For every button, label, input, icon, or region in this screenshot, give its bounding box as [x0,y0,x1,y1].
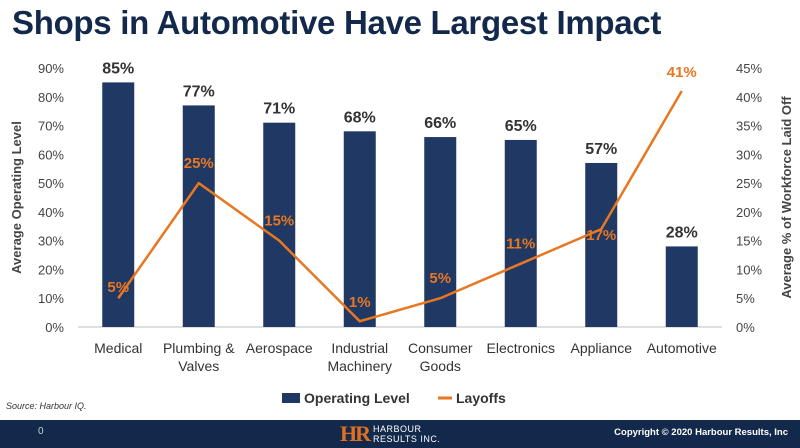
y-tick-label: 0% [45,320,64,335]
logo-mark: HR [340,421,371,446]
x-tick-label: Aerospace [246,340,313,356]
bar-data-label: 66% [424,115,456,132]
x-tick-label: Consumer [408,340,473,356]
x-tick-label: Electronics [487,340,555,356]
chart-axes: 0% 10% 20% 30% 40% 50% 60% 70% 80% 90% 0% 5% 10% 15% 2… [9,61,794,374]
logo-line-1: HARBOUR [373,424,422,434]
bar-series [102,82,698,328]
y2-tick-label: 5% [736,291,755,306]
data-labels: 85% 77% 71% 68% 66% 65% 57% 28% 5% 25% 15% 1% 5% 11% 1… [102,60,698,311]
logo-line-2: RESULTS INC. [373,434,441,444]
bar-data-label: 28% [666,224,698,241]
bar-data-label: 65% [505,118,537,135]
line-data-label: 5% [107,279,129,296]
bar [182,105,215,328]
y-axis-title: Average Operating Level [9,121,24,274]
x-tick-label: Automotive [647,340,717,356]
y2-tick-label: 10% [736,262,762,277]
bar [263,122,296,327]
bar-data-label: 57% [585,141,617,158]
y-tick-label: 40% [38,205,64,220]
combo-chart: 0% 10% 20% 30% 40% 50% 60% 70% 80% 90% 0% 5% 10% 15% 2… [9,60,794,406]
y-tick-label: 20% [38,262,64,277]
x-tick-label: Machinery [327,358,392,374]
legend-label-layoffs: Layoffs [456,390,506,406]
bar-data-label: 85% [102,60,134,77]
y-tick-label: 60% [38,147,64,162]
legend-label-operating-level: Operating Level [304,390,410,406]
bar-data-label: 68% [344,109,376,126]
page-title: Shops in Automotive Have Largest Impact [12,4,662,41]
x-tick-label: Industrial [331,340,388,356]
x-tick-label: Goods [420,358,461,374]
y-tick-label: 70% [38,119,64,134]
footer-bar: 0 HR HARBOUR RESULTS INC. Copyright © 20… [0,420,800,448]
company-logo: HR HARBOUR RESULTS INC. [340,421,440,447]
layoffs-line [117,90,683,323]
line-data-label: 11% [506,236,535,253]
y-tick-label: 90% [38,61,64,76]
x-tick-label: Plumbing & [163,340,235,356]
line-data-label: 5% [429,270,451,287]
x-tick-label: Medical [94,340,142,356]
line-data-label: 25% [184,155,214,172]
line-data-label: 41% [667,64,697,81]
y2-tick-label: 45% [736,61,762,76]
y-tick-label: 80% [38,90,64,105]
line-data-label: 1% [349,294,371,311]
line-data-label: 17% [586,227,616,244]
y2-tick-label: 0% [736,320,755,335]
x-tick-label: Appliance [571,340,633,356]
y-tick-label: 30% [38,234,64,249]
bar [665,246,698,327]
y-tick-label: 10% [38,291,64,306]
copyright-text: Copyright © 2020 Harbour Results, Inc [614,427,788,438]
y2-axis-title: Average % of Workforce Laid Off [779,96,794,299]
line-data-label: 15% [264,213,294,230]
y2-tick-label: 40% [736,90,762,105]
y-tick-label: 50% [38,176,64,191]
bar [504,139,537,327]
legend-swatch-operating-level [282,393,300,403]
bar [585,162,618,327]
y2-tick-label: 35% [736,119,762,134]
y2-tick-label: 25% [736,176,762,191]
bar-data-label: 77% [183,83,215,100]
line-series [117,90,683,323]
bar-data-label: 71% [263,101,295,118]
slide-number: 0 [38,426,44,437]
bar [343,131,376,327]
source-note: Source: Harbour IQ. [6,401,87,411]
y2-tick-label: 20% [736,205,762,220]
chart-legend: Operating Level Layoffs [282,390,506,406]
y2-tick-label: 30% [736,147,762,162]
x-tick-label: Valves [178,358,219,374]
bar [102,82,135,327]
y2-tick-label: 15% [736,234,762,249]
bar [424,137,457,327]
